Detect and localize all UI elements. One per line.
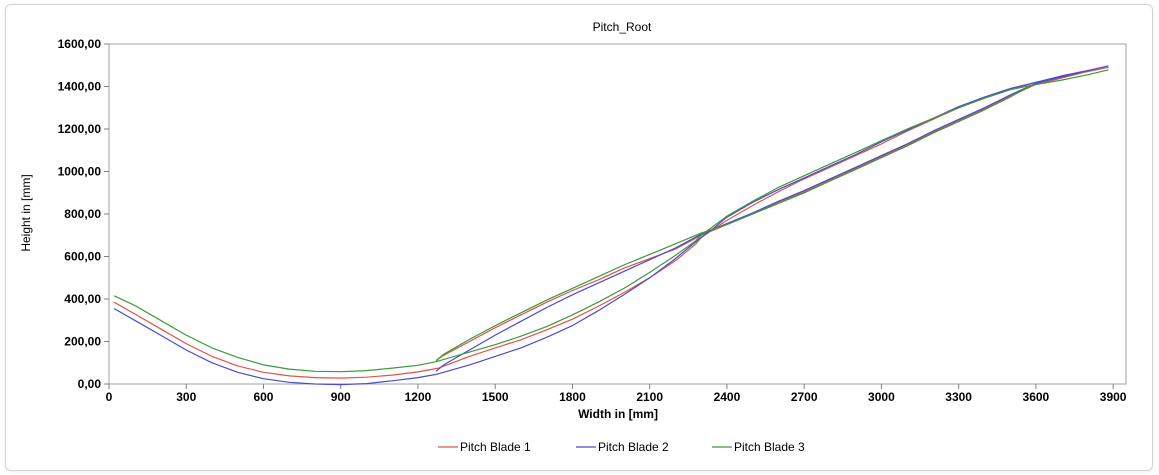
x-tick-label: 1500 <box>482 390 509 404</box>
x-axis-label: Width in [mm] <box>578 407 658 421</box>
x-tick-label: 300 <box>176 390 196 404</box>
x-tick-label: 3300 <box>945 390 972 404</box>
y-tick-label: 400,00 <box>64 292 101 306</box>
x-tick-label: 2400 <box>714 390 741 404</box>
y-tick-label: 0,00 <box>78 377 102 391</box>
chart-title: Pitch_Root <box>593 20 652 34</box>
legend-label-2: Pitch Blade 2 <box>598 440 669 454</box>
y-tick-label: 1000,00 <box>58 165 102 179</box>
legend: Pitch Blade 1 Pitch Blade 2 Pitch Blade 3 <box>438 440 805 454</box>
x-tick-label: 900 <box>331 390 351 404</box>
y-axis-ticks: 0,00 200,00 400,00 600,00 800,00 1000,00 1200,… <box>58 37 109 391</box>
y-tick-label: 600,00 <box>64 250 101 264</box>
series-lines <box>113 65 1109 386</box>
y-tick-label: 200,00 <box>64 335 101 349</box>
x-tick-label: 3600 <box>1023 390 1050 404</box>
x-tick-label: 3900 <box>1100 390 1127 404</box>
y-tick-label: 1200,00 <box>58 122 102 136</box>
x-tick-label: 1800 <box>559 390 586 404</box>
x-tick-label: 1200 <box>405 390 432 404</box>
x-tick-label: 600 <box>253 390 273 404</box>
plot-area <box>108 43 1127 385</box>
y-tick-label: 1600,00 <box>58 37 102 51</box>
legend-label-3: Pitch Blade 3 <box>734 440 805 454</box>
y-tick-label: 1400,00 <box>58 80 102 94</box>
series-line-3 <box>113 69 1109 373</box>
y-tick-label: 800,00 <box>64 207 101 221</box>
x-tick-label: 0 <box>106 390 113 404</box>
x-tick-label: 2100 <box>636 390 663 404</box>
x-axis-ticks: 0 300 600 900 1200 1500 1800 2100 2400 2700 3000 33… <box>106 384 1127 404</box>
y-axis-label: Height in [mm] <box>19 174 33 251</box>
x-tick-label: 2700 <box>791 390 818 404</box>
legend-label-1: Pitch Blade 1 <box>460 440 531 454</box>
x-tick-label: 3000 <box>868 390 895 404</box>
